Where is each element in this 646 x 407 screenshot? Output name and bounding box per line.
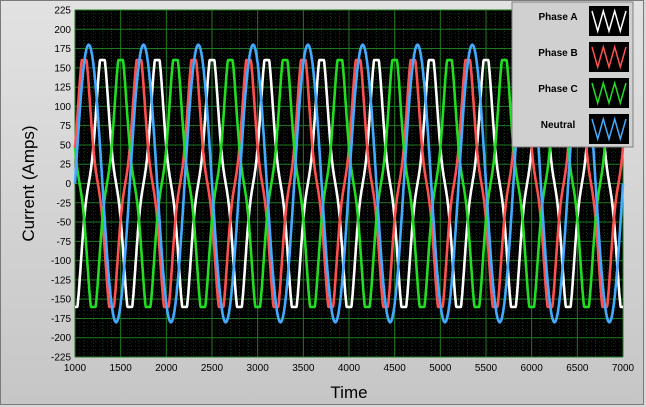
- x-tick-label: 2000: [155, 363, 178, 374]
- legend-label: Phase C: [538, 84, 577, 95]
- x-tick-label: 6000: [521, 363, 544, 374]
- x-tick-label: 5500: [475, 363, 498, 374]
- y-tick-label: -100: [51, 256, 71, 267]
- y-tick-label: 125: [54, 83, 71, 94]
- legend-swatch-neutral: [591, 116, 627, 142]
- y-tick-label: 225: [54, 6, 71, 17]
- x-tick-label: 5000: [429, 363, 452, 374]
- x-tick-label: 4000: [338, 363, 361, 374]
- y-tick-label: -50: [57, 218, 72, 229]
- y-tick-label: 50: [60, 140, 72, 151]
- y-tick-label: -25: [57, 198, 72, 209]
- x-tick-label: 7000: [612, 363, 635, 374]
- legend[interactable]: Phase A Phase B Phase C Neutral: [511, 1, 634, 148]
- x-tick-label: 1500: [110, 363, 133, 374]
- legend-label: Phase A: [538, 12, 577, 23]
- x-tick-label: 2500: [201, 363, 224, 374]
- legend-swatch-phase-b: [591, 44, 627, 70]
- y-tick-label: -75: [57, 237, 72, 248]
- x-tick-label: 4500: [384, 363, 407, 374]
- y-tick-label: -175: [51, 314, 71, 325]
- y-tick-label: 25: [60, 160, 72, 171]
- y-tick-label: -125: [51, 275, 71, 286]
- y-tick-label: 175: [54, 44, 71, 55]
- legend-swatch-phase-a: [591, 8, 627, 34]
- y-tick-label: 200: [54, 25, 71, 36]
- series-line-phase-c: [73, 58, 625, 309]
- y-tick-label: -200: [51, 333, 71, 344]
- x-axis-label: Time: [330, 383, 367, 402]
- y-tick-label: 100: [54, 102, 71, 113]
- y-tick-label: -150: [51, 295, 71, 306]
- legend-label: Neutral: [541, 120, 576, 131]
- y-tick-label: 150: [54, 63, 71, 74]
- y-axis-label: Current (Amps): [19, 125, 38, 241]
- legend-label: Phase B: [538, 48, 577, 59]
- x-tick-label: 3000: [247, 363, 270, 374]
- y-tick-label: 75: [60, 121, 72, 132]
- x-tick-label: 3500: [292, 363, 315, 374]
- x-tick-label: 1000: [64, 363, 87, 374]
- tick-labels: -225 -200 -175 -150 -125 -100 -75 -50 -25 0 25 50 75…: [51, 6, 635, 375]
- y-tick-label: 0: [65, 179, 71, 190]
- x-tick-label: 6500: [566, 363, 589, 374]
- legend-swatch-phase-c: [591, 80, 627, 106]
- y-tick-label: -225: [51, 353, 71, 364]
